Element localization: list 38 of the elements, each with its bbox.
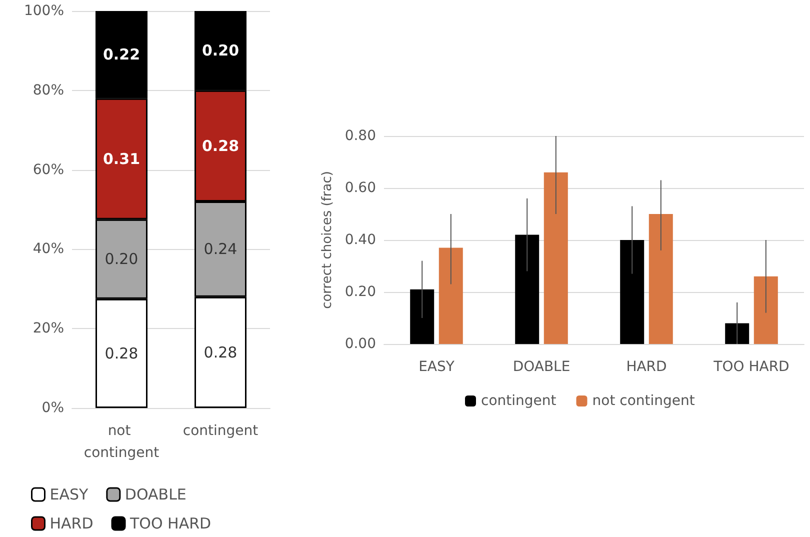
y-tick-label: 40%	[32, 241, 64, 258]
data-label: 0.28	[104, 344, 138, 362]
y-tick-label: 60%	[32, 162, 64, 178]
data-label: 0.31	[102, 150, 140, 168]
bar	[725, 323, 750, 344]
x-tick-label: DOABLE	[512, 359, 570, 375]
legend-label: contingent	[481, 393, 557, 409]
legend-label: EASY	[50, 486, 90, 504]
y-tick-label: 0.00	[344, 336, 376, 352]
bar	[620, 240, 644, 344]
y-tick-label: 80%	[32, 82, 64, 98]
bar	[648, 214, 673, 344]
y-tick-label: 0.20	[344, 284, 376, 300]
y-axis-title: correct choices (frac)	[320, 171, 335, 309]
y-tick-label: 100%	[24, 3, 64, 19]
y-tick-label: 0.40	[344, 232, 376, 248]
data-label: 0.28	[202, 136, 240, 155]
data-label: 0.24	[204, 240, 238, 258]
data-label: 0.20	[202, 42, 240, 60]
x-tick-label: HARD	[626, 359, 667, 375]
bar	[410, 289, 434, 344]
legend-label: HARD	[50, 514, 94, 532]
legend-label: DOABLE	[124, 486, 186, 504]
y-tick-label: 0.80	[344, 128, 376, 144]
y-tick-label: 0%	[42, 400, 64, 416]
legend-label: not contingent	[592, 393, 696, 409]
y-tick-label: 20%	[32, 320, 64, 337]
data-label: 0.22	[102, 46, 140, 64]
x-tick-label: TOO HARD	[712, 359, 790, 375]
bar	[515, 234, 540, 344]
y-tick-label: 0.60	[344, 180, 376, 196]
legend-label: TOO HARD	[129, 514, 212, 532]
bar	[754, 276, 778, 344]
data-label: 0.20	[104, 250, 138, 268]
bar	[544, 172, 568, 344]
data-label: 0.28	[204, 343, 238, 362]
x-tick-label: EASY	[418, 359, 455, 375]
bar	[438, 248, 463, 344]
